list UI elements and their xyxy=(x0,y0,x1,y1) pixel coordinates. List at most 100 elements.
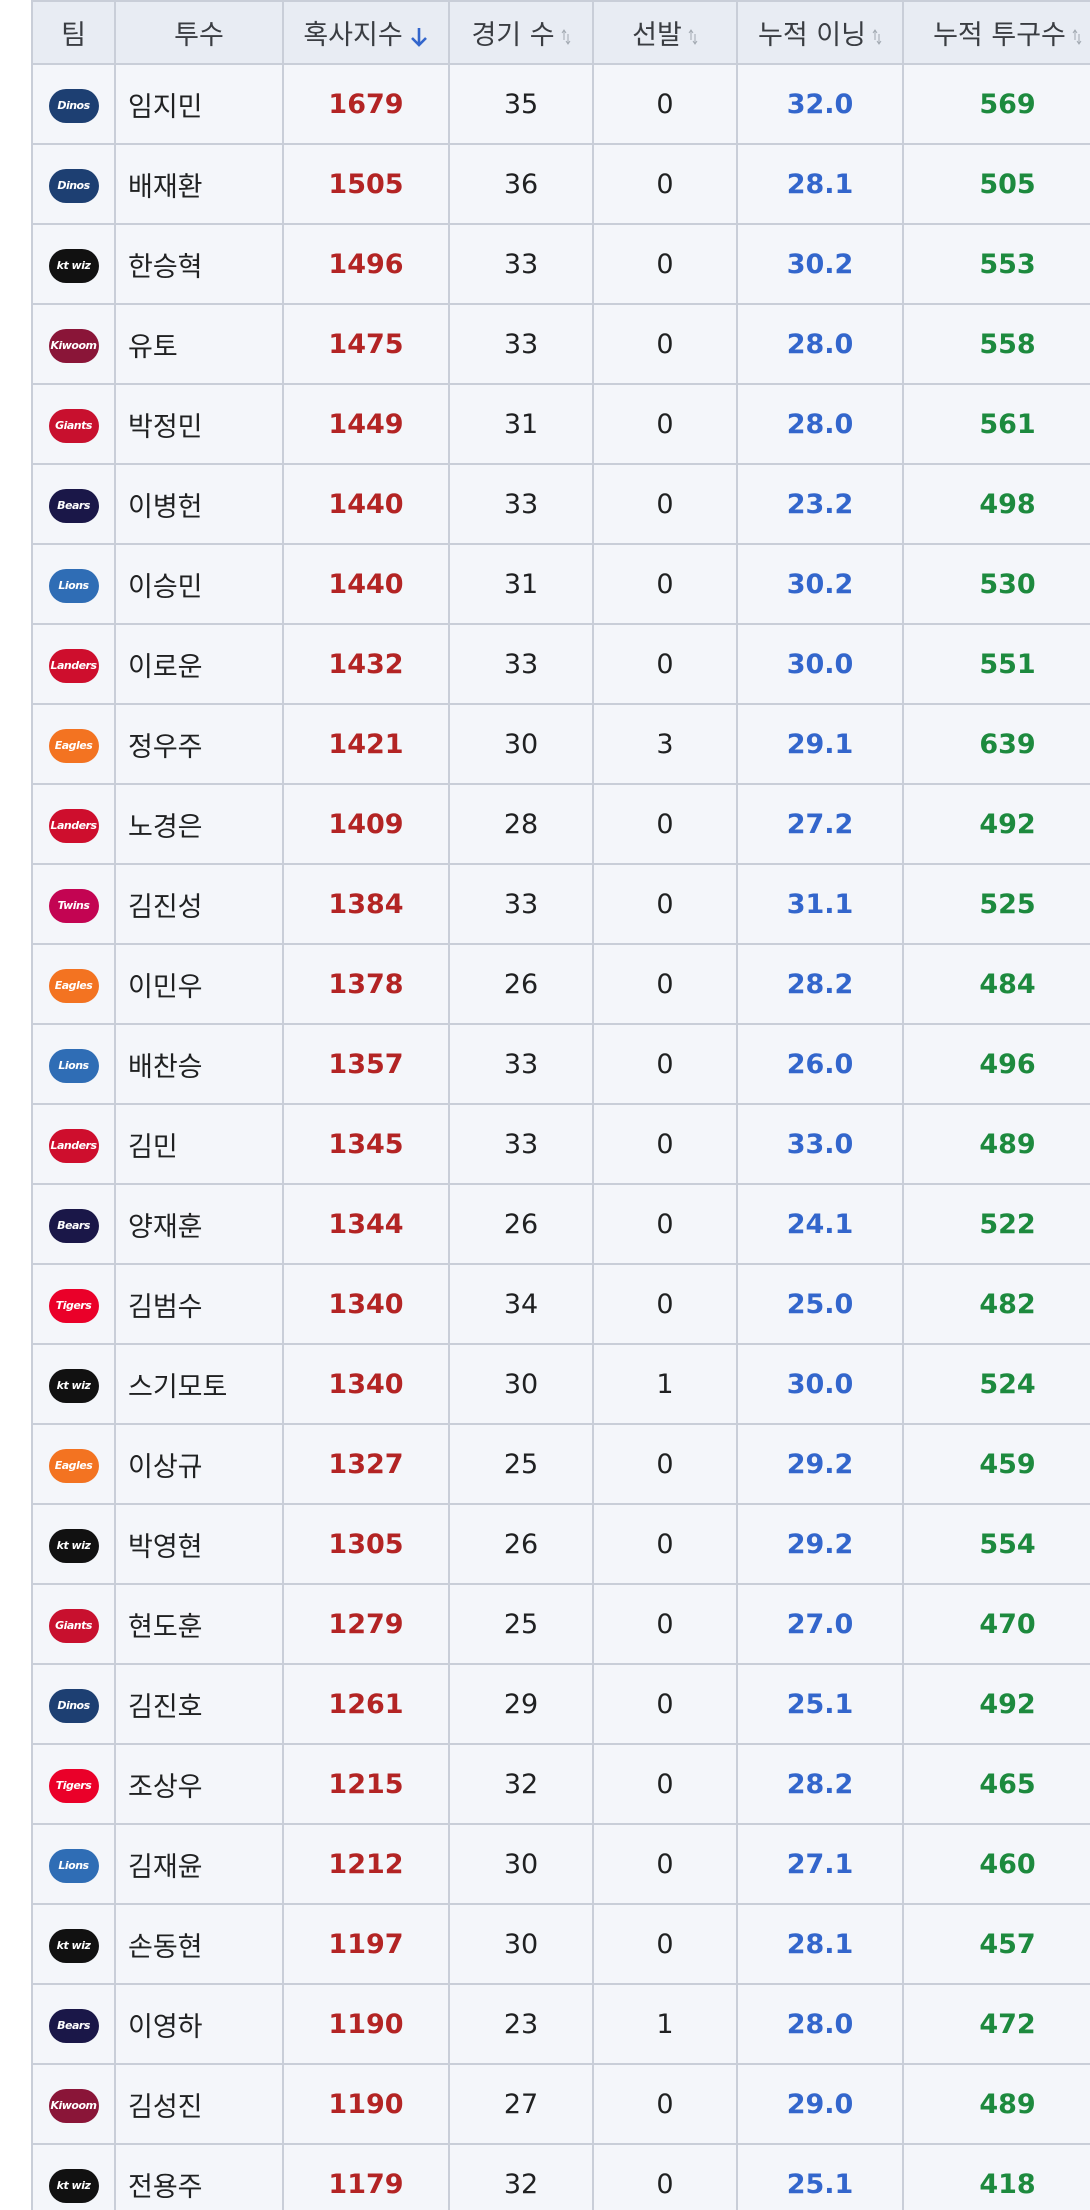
sort-icon xyxy=(1072,28,1082,45)
column-header[interactable]: 혹사지수 xyxy=(282,0,450,65)
team-logo: Landers xyxy=(48,1128,99,1163)
starts: 0 xyxy=(592,1503,738,1585)
innings: 33.0 xyxy=(736,1103,904,1185)
column-header: 투수 xyxy=(114,0,284,65)
overuse-index: 1440 xyxy=(282,463,450,545)
team-cell: Tigers xyxy=(31,1743,116,1825)
pitch-count: 470 xyxy=(902,1583,1090,1665)
team-cell: Tigers xyxy=(31,1263,116,1345)
pitch-count: 522 xyxy=(902,1183,1090,1265)
team-logo: Landers xyxy=(48,808,99,843)
sort-icon xyxy=(410,27,427,47)
games: 26 xyxy=(448,943,594,1025)
team-cell: Dinos xyxy=(31,1663,116,1745)
innings: 24.1 xyxy=(736,1183,904,1265)
starts: 0 xyxy=(592,223,738,305)
team-logo: Kiwoom xyxy=(48,328,99,363)
table-row: kt wiz 한승혁 1496 33 0 30.2 553 xyxy=(31,223,1090,305)
innings: 29.2 xyxy=(736,1423,904,1505)
starts: 0 xyxy=(592,863,738,945)
overuse-index: 1432 xyxy=(282,623,450,705)
innings: 28.2 xyxy=(736,943,904,1025)
team-logo: Lions xyxy=(48,568,99,603)
starts: 0 xyxy=(592,63,738,145)
pitcher-name: 유토 xyxy=(114,303,284,385)
team-logo: kt wiz xyxy=(48,2168,99,2203)
starts: 0 xyxy=(592,543,738,625)
pitcher-name: 김성진 xyxy=(114,2063,284,2145)
pitch-count: 524 xyxy=(902,1343,1090,1425)
overuse-index: 1475 xyxy=(282,303,450,385)
pitch-count: 498 xyxy=(902,463,1090,545)
pitch-count: 472 xyxy=(902,1983,1090,2065)
team-cell: kt wiz xyxy=(31,223,116,305)
column-header[interactable]: 누적 투구수 xyxy=(902,0,1090,65)
pitcher-name: 이로운 xyxy=(114,623,284,705)
header-label: 경기 수 xyxy=(471,20,555,51)
header-label: 선발 xyxy=(632,20,682,51)
games: 25 xyxy=(448,1583,594,1665)
table-row: Kiwoom 김성진 1190 27 0 29.0 489 xyxy=(31,2063,1090,2145)
overuse-index: 1179 xyxy=(282,2143,450,2210)
starts: 0 xyxy=(592,1183,738,1265)
column-header[interactable]: 누적 이닝 xyxy=(736,0,904,65)
overuse-index: 1409 xyxy=(282,783,450,865)
overuse-index: 1327 xyxy=(282,1423,450,1505)
starts: 0 xyxy=(592,943,738,1025)
team-cell: Eagles xyxy=(31,703,116,785)
starts: 0 xyxy=(592,303,738,385)
overuse-index: 1679 xyxy=(282,63,450,145)
team-logo: Landers xyxy=(48,648,99,683)
overuse-index: 1384 xyxy=(282,863,450,945)
innings: 28.2 xyxy=(736,1743,904,1825)
pitch-count: 639 xyxy=(902,703,1090,785)
team-logo: Dinos xyxy=(48,168,99,203)
table-row: Lions 배찬승 1357 33 0 26.0 496 xyxy=(31,1023,1090,1105)
pitch-count: 569 xyxy=(902,63,1090,145)
table-row: Kiwoom 유토 1475 33 0 28.0 558 xyxy=(31,303,1090,385)
pitcher-name: 스기모토 xyxy=(114,1343,284,1425)
team-logo: Bears xyxy=(48,1208,99,1243)
overuse-index: 1215 xyxy=(282,1743,450,1825)
team-cell: kt wiz xyxy=(31,1343,116,1425)
starts: 0 xyxy=(592,1743,738,1825)
stats-table: 팀 투수 혹사지수 경기 수 선발 누적 이닝 누적 투구수 Dinos 임지민 1679 35 0… xyxy=(31,0,1090,2210)
team-cell: Eagles xyxy=(31,943,116,1025)
column-header[interactable]: 선발 xyxy=(592,0,738,65)
pitcher-name: 이상규 xyxy=(114,1423,284,1505)
innings: 30.2 xyxy=(736,543,904,625)
pitch-count: 489 xyxy=(902,2063,1090,2145)
sort-icon xyxy=(872,28,882,45)
pitcher-name: 배찬승 xyxy=(114,1023,284,1105)
games: 36 xyxy=(448,143,594,225)
overuse-index: 1190 xyxy=(282,1983,450,2065)
pitcher-name: 노경은 xyxy=(114,783,284,865)
pitcher-name: 김재윤 xyxy=(114,1823,284,1905)
pitch-count: 554 xyxy=(902,1503,1090,1585)
games: 33 xyxy=(448,1023,594,1105)
pitch-count: 492 xyxy=(902,1663,1090,1745)
games: 32 xyxy=(448,1743,594,1825)
starts: 0 xyxy=(592,783,738,865)
team-logo: Bears xyxy=(48,2008,99,2043)
pitcher-name: 전용주 xyxy=(114,2143,284,2210)
table-row: Lions 이승민 1440 31 0 30.2 530 xyxy=(31,543,1090,625)
overuse-index: 1421 xyxy=(282,703,450,785)
table-row: kt wiz 전용주 1179 32 0 25.1 418 xyxy=(31,2143,1090,2210)
innings: 28.1 xyxy=(736,1903,904,1985)
pitch-count: 418 xyxy=(902,2143,1090,2210)
team-cell: Lions xyxy=(31,543,116,625)
starts: 0 xyxy=(592,143,738,225)
games: 30 xyxy=(448,1903,594,1985)
column-header[interactable]: 경기 수 xyxy=(448,0,594,65)
overuse-index: 1340 xyxy=(282,1343,450,1425)
table-row: Dinos 임지민 1679 35 0 32.0 569 xyxy=(31,63,1090,145)
starts: 0 xyxy=(592,2063,738,2145)
games: 26 xyxy=(448,1183,594,1265)
team-cell: Kiwoom xyxy=(31,303,116,385)
table-row: Landers 노경은 1409 28 0 27.2 492 xyxy=(31,783,1090,865)
pitcher-name: 한승혁 xyxy=(114,223,284,305)
team-cell: kt wiz xyxy=(31,1503,116,1585)
team-logo: Kiwoom xyxy=(48,2088,99,2123)
table-row: Eagles 이상규 1327 25 0 29.2 459 xyxy=(31,1423,1090,1505)
